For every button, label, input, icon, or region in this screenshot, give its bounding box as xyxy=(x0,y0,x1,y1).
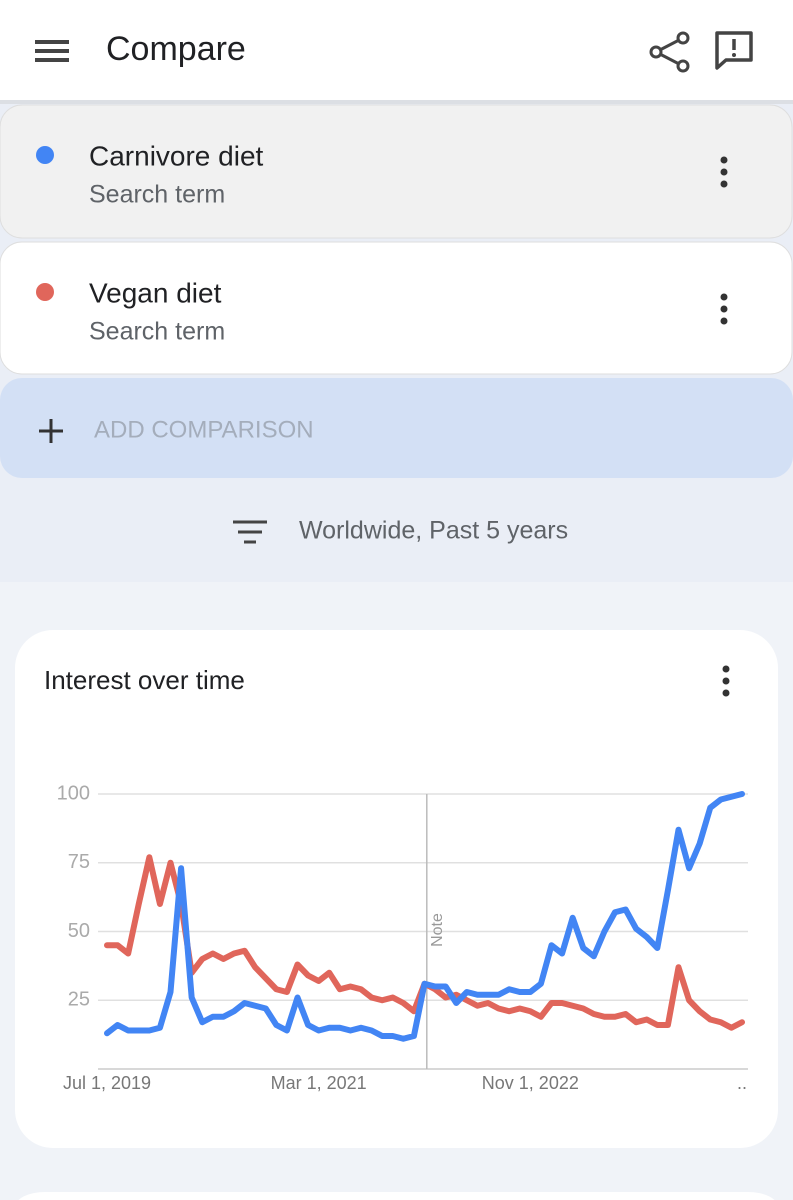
term-name: Carnivore diet xyxy=(89,140,264,171)
term-name: Vegan diet xyxy=(89,277,222,308)
app-bar-shadow xyxy=(0,100,793,104)
chart-title: Interest over time xyxy=(44,665,245,695)
feedback-button[interactable] xyxy=(715,31,753,70)
y-tick-label: 75 xyxy=(68,851,90,873)
plus-icon xyxy=(39,419,63,443)
y-tick-label: 100 xyxy=(57,782,90,804)
menu-button[interactable] xyxy=(35,40,69,62)
term-type: Search term xyxy=(89,181,225,209)
page-title: Compare xyxy=(106,30,246,68)
term-menu-dot xyxy=(720,156,728,164)
share-button[interactable] xyxy=(649,31,690,73)
x-tick-label: Nov 1, 2022 xyxy=(482,1073,579,1093)
next-card xyxy=(18,1192,775,1200)
x-tick-label: Jul 1, 2019 xyxy=(63,1073,151,1093)
add-comparison-label: ADD COMPARISON xyxy=(94,416,314,443)
term-menu-dot xyxy=(720,293,728,301)
term-menu-dot xyxy=(720,305,728,313)
filter-label[interactable]: Worldwide, Past 5 years xyxy=(299,517,568,545)
term-type: Search term xyxy=(89,318,225,346)
term-card[interactable] xyxy=(0,241,793,375)
series-line xyxy=(104,791,745,1042)
term-menu-dot xyxy=(720,168,728,176)
note-label: Note xyxy=(429,913,446,947)
y-tick-label: 50 xyxy=(68,920,90,942)
add-comparison-button[interactable] xyxy=(0,378,793,478)
term-menu-dot xyxy=(720,317,728,325)
term-card[interactable] xyxy=(0,104,793,239)
term-color-dot xyxy=(36,283,54,301)
y-tick-label: 25 xyxy=(68,989,90,1011)
filter-icon[interactable] xyxy=(233,520,267,544)
term-color-dot xyxy=(36,146,54,164)
x-tick-label: .. xyxy=(737,1073,747,1093)
chart-card xyxy=(15,630,778,1148)
term-menu-dot xyxy=(720,180,728,188)
chart-menu[interactable] xyxy=(722,665,730,697)
x-tick-label: Mar 1, 2021 xyxy=(271,1073,367,1093)
